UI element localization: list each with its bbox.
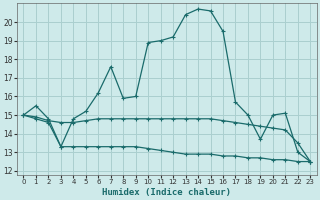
X-axis label: Humidex (Indice chaleur): Humidex (Indice chaleur) — [102, 188, 231, 197]
